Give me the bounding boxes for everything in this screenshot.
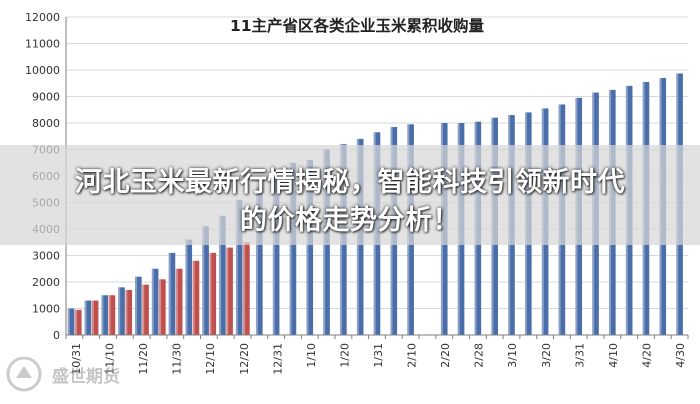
bar (118, 287, 125, 335)
bar (235, 199, 243, 335)
bar (151, 268, 159, 335)
x-tick-label: 4/20 (640, 343, 653, 368)
y-tick-label: 10000 (25, 64, 60, 77)
x-tick-label: 3/10 (506, 343, 519, 368)
x-tick-label: 12/10 (204, 343, 217, 375)
x-tick-label: 2/28 (473, 343, 486, 368)
y-tick-label: 0 (53, 329, 60, 342)
x-tick-label: 3/20 (540, 343, 553, 368)
bar (243, 242, 250, 335)
bar (159, 279, 166, 335)
x-tick-label: 3/31 (573, 343, 586, 368)
bar (219, 215, 226, 335)
y-tick-label: 12000 (25, 11, 60, 24)
bar (226, 247, 233, 335)
x-tick-label: 12/20 (238, 343, 251, 375)
y-tick-label: 2000 (32, 276, 60, 289)
bar (108, 295, 116, 335)
bar (168, 252, 176, 335)
x-tick-label: 11/20 (137, 343, 150, 375)
y-tick-label: 9000 (32, 91, 60, 104)
x-tick-label: 2/20 (439, 343, 452, 368)
watermark-text: 盛世期货 (52, 367, 120, 387)
y-tick-label: 3000 (32, 250, 60, 263)
bar (202, 226, 209, 335)
x-tick-label: 4/30 (674, 343, 687, 368)
bar (289, 162, 297, 335)
y-tick-label: 8000 (32, 117, 60, 130)
x-tick-label: 1/10 (305, 343, 318, 368)
bar (67, 308, 75, 335)
headline-banner (0, 145, 700, 245)
headline-line-1: 河北玉米最新行情揭秘，智能科技引领新时代 (75, 167, 625, 198)
bar (91, 300, 99, 335)
x-tick-label: 11/30 (171, 343, 184, 375)
y-tick-label: 11000 (25, 38, 60, 51)
x-tick-label: 1/31 (372, 343, 385, 368)
watermark-icon (6, 356, 42, 392)
bar (142, 284, 149, 335)
bar (209, 252, 217, 335)
bar (135, 276, 142, 335)
bar (125, 289, 133, 335)
bar (306, 160, 314, 335)
y-tick-label: 1000 (32, 303, 60, 316)
watermark-logo: 盛世期货 (4, 354, 124, 394)
x-tick-label: 1/20 (338, 343, 351, 368)
bar (75, 309, 82, 335)
chart-title: 11主产省区各类企业玉米累积收购量 (230, 16, 485, 35)
x-tick-label: 11/10 (104, 343, 117, 375)
x-tick-label: 4/10 (607, 343, 620, 368)
x-tick-label: 10/31 (70, 343, 83, 375)
x-tick-label: 2/10 (406, 343, 419, 368)
x-tick-label: 12/31 (271, 343, 284, 375)
headline-line-2: 的价格走势分析！ (240, 205, 460, 236)
x-axis-ticks: 10/31 11/10 11/20 11/30 12/10 12/20 12/31 1/10 1… (70, 343, 687, 375)
bar (101, 295, 109, 335)
bar (175, 268, 183, 335)
bar (192, 260, 200, 335)
bar (84, 300, 92, 335)
bar (256, 186, 263, 335)
bar (185, 239, 193, 335)
bar (272, 173, 280, 335)
